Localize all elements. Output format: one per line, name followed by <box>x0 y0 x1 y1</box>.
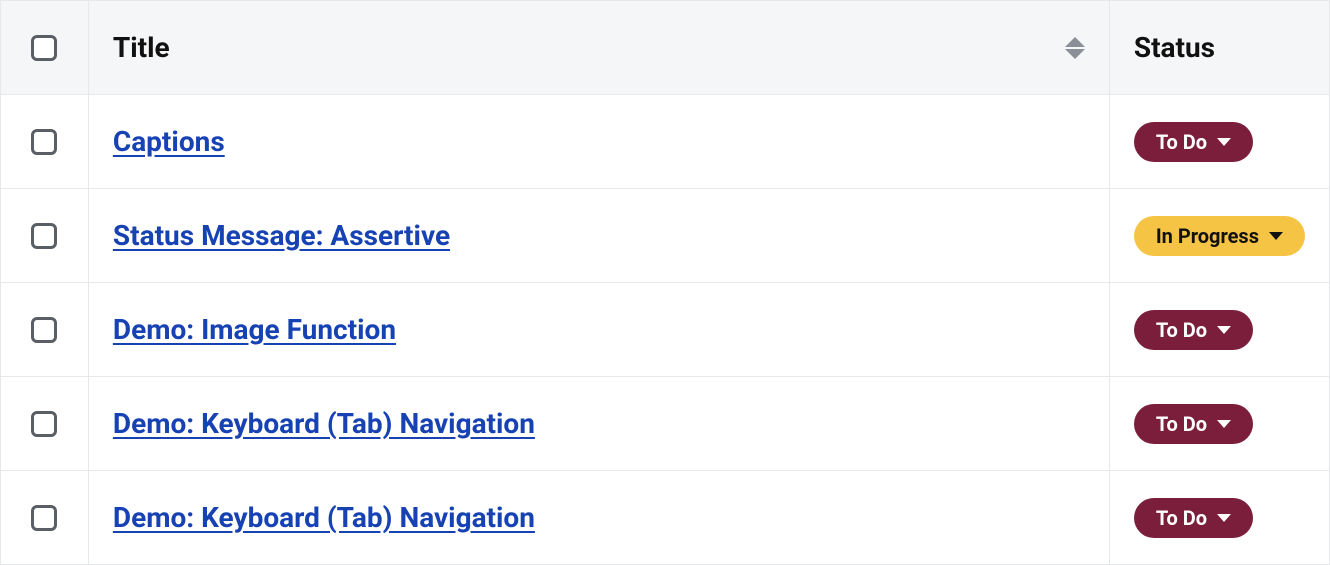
item-title-link[interactable]: Demo: Image Function <box>113 313 396 346</box>
status-pill-label: To Do <box>1156 130 1207 154</box>
row-checkbox[interactable] <box>31 223 57 249</box>
status-pill[interactable]: In Progress <box>1134 216 1305 256</box>
table-header-row: Title Status <box>1 1 1330 95</box>
item-title-link[interactable]: Captions <box>113 125 225 158</box>
sort-ascending-icon <box>1065 37 1085 47</box>
table-row: Captions To Do <box>1 95 1330 189</box>
caret-down-icon <box>1269 232 1283 240</box>
caret-down-icon <box>1217 420 1231 428</box>
row-checkbox[interactable] <box>31 505 57 531</box>
column-header-status-label: Status <box>1134 31 1215 64</box>
column-header-title[interactable]: Title <box>88 1 1109 95</box>
select-all-checkbox[interactable] <box>31 35 57 61</box>
sort-icon[interactable] <box>1065 37 1085 59</box>
status-pill[interactable]: To Do <box>1134 404 1253 444</box>
row-checkbox[interactable] <box>31 411 57 437</box>
status-pill[interactable]: To Do <box>1134 122 1253 162</box>
status-pill[interactable]: To Do <box>1134 498 1253 538</box>
sort-descending-icon <box>1065 49 1085 59</box>
item-title-link[interactable]: Demo: Keyboard (Tab) Navigation <box>113 407 535 440</box>
row-checkbox[interactable] <box>31 317 57 343</box>
table-row: Demo: Image Function To Do <box>1 283 1330 377</box>
column-header-select <box>1 1 89 95</box>
table-row: Status Message: Assertive In Progress <box>1 189 1330 283</box>
items-table: Title Status Captions <box>0 0 1330 565</box>
column-header-title-label: Title <box>113 31 170 64</box>
table-row: Demo: Keyboard (Tab) Navigation To Do <box>1 377 1330 471</box>
caret-down-icon <box>1217 138 1231 146</box>
caret-down-icon <box>1217 326 1231 334</box>
status-pill-label: In Progress <box>1156 224 1259 248</box>
status-pill-label: To Do <box>1156 412 1207 436</box>
item-title-link[interactable]: Status Message: Assertive <box>113 219 450 252</box>
item-title-link[interactable]: Demo: Keyboard (Tab) Navigation <box>113 501 535 534</box>
caret-down-icon <box>1217 514 1231 522</box>
status-pill[interactable]: To Do <box>1134 310 1253 350</box>
row-checkbox[interactable] <box>31 129 57 155</box>
column-header-status: Status <box>1109 1 1329 95</box>
status-pill-label: To Do <box>1156 506 1207 530</box>
table-row: Demo: Keyboard (Tab) Navigation To Do <box>1 471 1330 565</box>
status-pill-label: To Do <box>1156 318 1207 342</box>
